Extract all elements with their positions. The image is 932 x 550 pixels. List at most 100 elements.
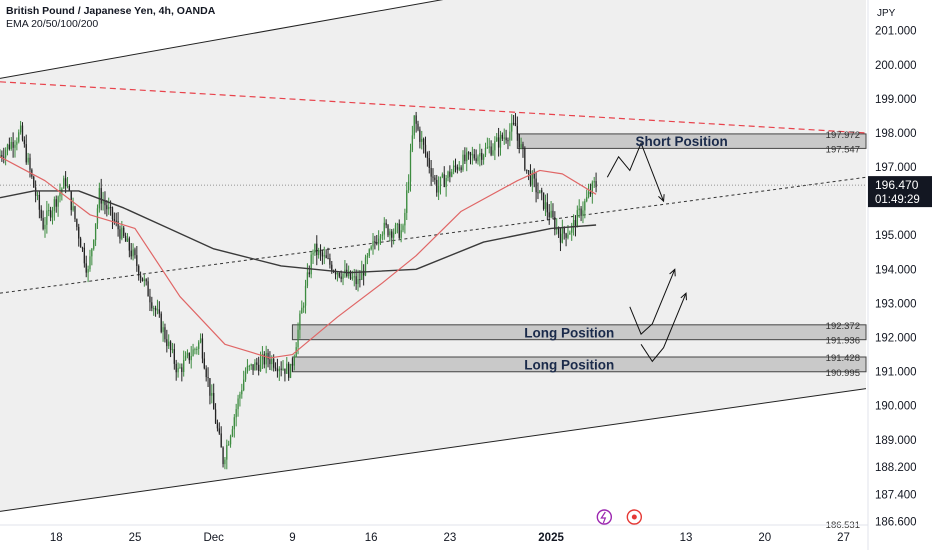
candle-body: [550, 210, 552, 218]
candle-body: [207, 377, 209, 379]
candle-body: [511, 122, 513, 132]
lightning-event-icon[interactable]: [596, 509, 613, 525]
candle-body: [44, 224, 46, 230]
candle-body: [239, 394, 241, 399]
candle-body: [89, 256, 91, 270]
candle-body: [475, 158, 477, 162]
candle-body: [349, 270, 352, 279]
candle-body: [334, 271, 337, 275]
candle-body: [398, 223, 400, 238]
candle-body: [347, 270, 350, 277]
resistance-line: [0, 81, 867, 134]
zone-label-short-zone: Short Position: [636, 134, 728, 149]
y-tick-label: 194.000: [875, 264, 917, 276]
candle-body: [421, 138, 423, 142]
candle-body: [572, 220, 575, 226]
candle-body: [312, 252, 314, 255]
candle-body: [153, 308, 155, 310]
candle-body: [526, 169, 528, 171]
current-price-value: 196.470: [875, 178, 919, 192]
candle-body: [443, 174, 445, 187]
candle-body: [301, 307, 303, 314]
candle-body: [460, 167, 462, 170]
candle-body: [379, 236, 382, 239]
zone-price-label: 190.995: [826, 368, 860, 379]
candle-body: [211, 392, 213, 396]
candle-body: [522, 144, 524, 149]
candle-body: [23, 139, 26, 145]
candle-body: [437, 185, 440, 193]
candle-body: [303, 305, 305, 308]
candle-body: [213, 392, 215, 410]
candle-body: [33, 176, 35, 188]
candle-body: [74, 206, 76, 220]
candle-body: [554, 217, 556, 230]
candle-body: [559, 233, 562, 243]
y-tick-label: 187.400: [875, 489, 917, 501]
candle-body: [394, 224, 397, 233]
candle-body: [430, 167, 432, 177]
candle-body: [531, 173, 534, 185]
candle-body: [57, 196, 59, 207]
candle-body: [327, 257, 329, 259]
candle-body: [539, 190, 541, 194]
candle-body: [119, 229, 121, 239]
candle-body: [310, 254, 312, 275]
candle-body: [49, 210, 52, 218]
candle-body: [149, 296, 151, 303]
candle-body: [432, 176, 434, 178]
candle-body: [51, 210, 54, 218]
candle-body: [404, 212, 406, 226]
channel-fill: [0, 0, 866, 512]
candle-body: [497, 137, 500, 148]
x-tick-label: 27: [837, 532, 850, 544]
candle-body: [368, 249, 370, 256]
candle-body: [183, 360, 185, 372]
candle-body: [106, 205, 108, 210]
candle-body: [561, 227, 563, 243]
candle-body: [376, 242, 378, 244]
candle-body: [184, 355, 187, 361]
zone-label-long-zone-2: Long Position: [524, 357, 614, 372]
candle-body: [276, 368, 279, 372]
candle-body: [186, 352, 189, 356]
candle-body: [141, 277, 144, 282]
candle-body: [396, 223, 399, 225]
candle-body: [0, 154, 1, 157]
candle-body: [237, 398, 239, 410]
candle-body: [452, 165, 455, 172]
zone-price-label: 191.428: [826, 353, 860, 364]
candle-body: [419, 129, 421, 142]
candle-body: [503, 137, 505, 139]
candle-body: [524, 148, 526, 170]
lightning-bolt-icon: [600, 511, 607, 524]
candle-body: [162, 327, 164, 332]
candle-body: [228, 444, 230, 446]
candle-body: [40, 209, 42, 219]
candle-body: [136, 255, 138, 267]
candle-body: [261, 354, 264, 360]
economic-event-icon[interactable]: [626, 509, 643, 525]
candle-body: [424, 144, 427, 154]
candle-body: [372, 241, 374, 247]
candle-body: [123, 227, 125, 236]
candle-body: [25, 144, 27, 163]
candle-body: [484, 147, 487, 156]
candle-body: [81, 247, 84, 249]
candle-body: [454, 165, 457, 167]
candle-body: [27, 157, 29, 163]
zone-price-label: 197.547: [826, 144, 860, 155]
y-tick-label: 191.000: [875, 367, 917, 379]
x-tick-label: 20: [758, 532, 771, 544]
candle-body: [12, 141, 14, 148]
candle-body: [196, 348, 198, 350]
candle-body: [582, 210, 584, 216]
candle-body: [68, 185, 71, 191]
candle-body: [66, 185, 69, 187]
economic-event-dot: [631, 514, 637, 520]
ema200-line: [0, 190, 597, 274]
candle-body: [156, 309, 159, 311]
candle-body: [21, 125, 24, 140]
candle-body: [557, 227, 560, 234]
